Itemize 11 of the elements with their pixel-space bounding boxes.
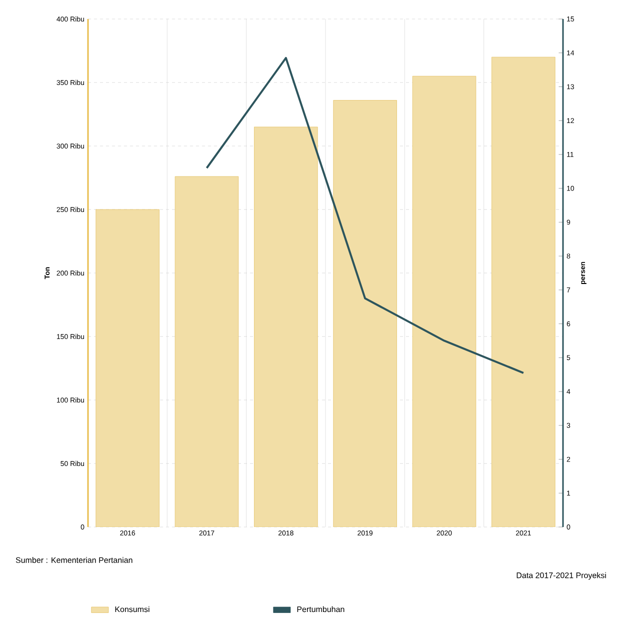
text: Sumber : Kementerian Pertanian xyxy=(16,557,132,563)
text: Data 2017-2021 Proyeksi xyxy=(516,572,606,580)
bar xyxy=(492,56,556,527)
line-series xyxy=(206,56,524,374)
legend-label: Konsumsi xyxy=(115,606,150,612)
bar xyxy=(174,176,239,527)
bar xyxy=(333,100,397,527)
bar xyxy=(254,126,318,527)
bar xyxy=(412,76,476,527)
bar xyxy=(96,209,160,527)
legend-label: Pertumbuhan xyxy=(297,606,344,612)
